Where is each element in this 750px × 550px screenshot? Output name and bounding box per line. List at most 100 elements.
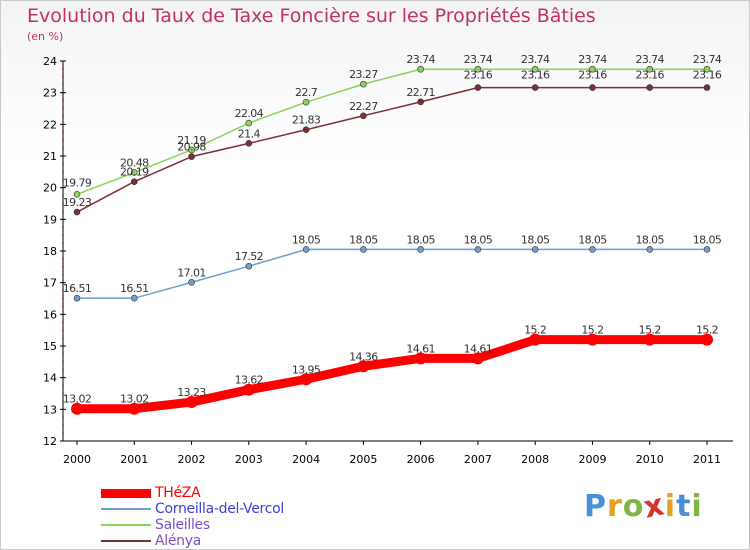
y-tick-label: 20 (43, 182, 57, 195)
data-label: 19.23 (63, 196, 92, 209)
data-point (302, 126, 310, 134)
logo-letter: o (622, 489, 645, 524)
data-label: 23.16 (521, 69, 550, 82)
legend-label: Alénya (155, 533, 202, 549)
data-point (130, 294, 138, 302)
data-label: 23.16 (578, 69, 607, 82)
data-point (529, 333, 542, 346)
x-tick-label: 2000 (63, 453, 91, 466)
data-label: 23.74 (578, 53, 607, 66)
y-tick-label: 22 (43, 118, 57, 131)
data-point (414, 352, 427, 365)
data-point (474, 246, 482, 253)
data-point (357, 360, 370, 373)
data-point (703, 84, 711, 91)
data-point (300, 373, 313, 386)
legend-label: Saleilles (155, 517, 210, 533)
legend-label: THéZA (155, 485, 201, 501)
data-label: 18.05 (292, 233, 321, 246)
data-label: 14.36 (349, 350, 378, 363)
data-label: 19.79 (63, 176, 92, 189)
data-point (417, 246, 424, 253)
y-tick-label: 16 (43, 308, 57, 321)
data-point (586, 333, 599, 346)
data-label: 18.05 (578, 233, 607, 246)
y-tick-label: 21 (43, 150, 57, 163)
data-label: 22.71 (406, 86, 435, 99)
data-point (474, 65, 482, 73)
data-label: 23.27 (349, 68, 378, 81)
data-label: 15.2 (524, 324, 546, 337)
data-label: 23.16 (635, 69, 664, 82)
x-tick-label: 2008 (521, 453, 549, 466)
data-label: 15.2 (696, 324, 718, 337)
data-label: 21.4 (238, 127, 261, 140)
data-point (643, 333, 656, 346)
data-label: 13.23 (177, 386, 206, 399)
data-label: 14.61 (464, 342, 493, 355)
data-label: 21.19 (177, 134, 206, 147)
data-label: 22.27 (349, 100, 378, 113)
series-line-1 (76, 248, 708, 299)
logo-letter: i (691, 489, 703, 524)
data-label: 23.74 (693, 53, 722, 66)
data-point (703, 65, 711, 73)
data-label: 23.74 (464, 53, 493, 66)
data-point (73, 294, 81, 302)
data-label: 23.16 (464, 69, 493, 82)
data-label: 22.7 (295, 86, 318, 99)
x-tick-label: 2011 (693, 453, 721, 466)
data-label: 13.62 (235, 374, 264, 387)
data-label: 16.51 (63, 282, 92, 295)
data-point (589, 65, 596, 73)
x-tick-label: 2010 (636, 453, 664, 466)
data-label: 22.04 (235, 107, 264, 120)
chart-unit: (en %) (27, 30, 64, 43)
x-tick-label: 2004 (292, 453, 320, 466)
data-point (360, 112, 367, 120)
data-point (130, 178, 138, 185)
data-point (701, 333, 713, 346)
y-tick-label: 12 (43, 435, 57, 448)
data-point (417, 98, 424, 106)
x-tick-label: 2006 (407, 453, 435, 466)
data-label: 20.48 (120, 156, 149, 169)
data-point (531, 84, 539, 91)
data-point (531, 65, 539, 73)
data-label: 17.01 (177, 266, 206, 279)
data-point (646, 65, 654, 73)
legend-swatch (101, 524, 151, 526)
data-point (471, 352, 484, 365)
logo-letter: P (584, 489, 607, 524)
data-point (245, 140, 253, 147)
data-label: 18.05 (635, 233, 664, 246)
data-label: 23.16 (693, 69, 722, 82)
series-line-2 (76, 68, 708, 196)
data-label: 18.05 (349, 233, 378, 246)
data-point (360, 246, 367, 253)
data-point (531, 246, 539, 253)
legend-swatch (101, 488, 151, 498)
data-point (73, 208, 81, 216)
data-point (188, 279, 195, 286)
legend-label: Corneilla-del-Vercol (155, 501, 284, 517)
data-label: 23.74 (406, 53, 435, 66)
data-label: 13.02 (120, 393, 149, 406)
data-point (417, 65, 424, 73)
data-point (360, 80, 367, 88)
data-point (589, 246, 596, 253)
y-tick-label: 18 (43, 245, 57, 258)
y-tick-label: 14 (43, 372, 57, 385)
data-point (73, 191, 81, 198)
data-label: 23.74 (635, 53, 664, 66)
data-point (128, 402, 141, 415)
y-tick-label: 17 (43, 277, 57, 290)
series-line-0 (72, 335, 712, 414)
data-label: 15.2 (639, 324, 661, 337)
data-label: 20.98 (177, 141, 206, 154)
data-label: 17.52 (235, 250, 264, 263)
x-tick-label: 2009 (578, 453, 606, 466)
data-point (130, 169, 138, 176)
series-line-3 (76, 86, 708, 213)
data-label: 15.2 (581, 324, 603, 337)
